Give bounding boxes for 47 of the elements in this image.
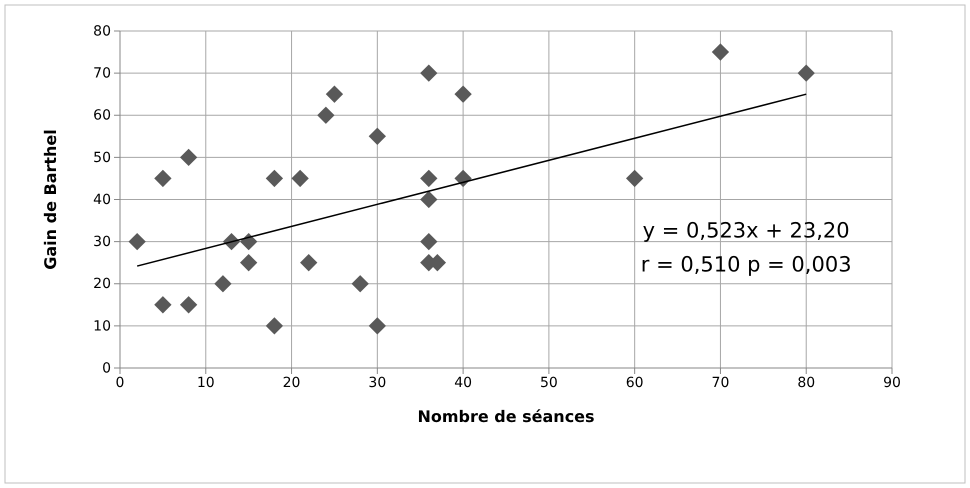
point: [326, 86, 344, 103]
y-tick-label: 30: [93, 234, 111, 250]
x-tick-label: 80: [797, 374, 816, 391]
point: [300, 254, 318, 272]
x-tick-label: 60: [626, 374, 644, 391]
point: [291, 170, 309, 188]
point: [240, 254, 258, 272]
y-axis-title: Gain de Barthel: [41, 129, 60, 270]
point: [626, 170, 644, 188]
point: [266, 317, 284, 335]
point: [420, 170, 438, 188]
x-tick-label: 10: [196, 374, 215, 391]
point: [368, 128, 386, 145]
x-tick-label: 0: [116, 374, 124, 391]
y-tick-label: 0: [102, 360, 111, 376]
x-tick-label: 50: [540, 374, 558, 391]
point: [798, 64, 815, 82]
point: [317, 106, 335, 124]
point: [128, 232, 146, 250]
x-tick-label: 40: [454, 374, 472, 391]
x-tick-label: 20: [282, 374, 300, 391]
point: [420, 232, 438, 250]
y-tick-label: 40: [93, 192, 111, 208]
x-tick-label: 30: [368, 374, 386, 391]
y-tick-label: 10: [93, 318, 111, 334]
point: [368, 317, 386, 335]
annotation: r = 0,510 p = 0,003: [640, 252, 852, 276]
y-tick-label: 70: [93, 66, 111, 82]
point: [180, 296, 198, 314]
point: [154, 296, 172, 314]
point: [352, 275, 369, 292]
y-tick-label: 50: [93, 150, 111, 166]
point: [214, 275, 232, 292]
point: [266, 170, 284, 188]
x-axis-title: Nombre de séances: [417, 407, 595, 426]
point: [712, 43, 730, 61]
y-tick-label: 20: [93, 276, 111, 292]
point: [154, 170, 172, 188]
point: [180, 148, 198, 166]
annotation: y = 0,523x + 23,20: [642, 218, 850, 242]
point: [454, 86, 472, 103]
point: [420, 64, 438, 82]
y-tick-label: 60: [93, 108, 111, 124]
y-tick-label: 80: [93, 23, 111, 40]
x-tick-label: 70: [712, 374, 730, 391]
point: [420, 190, 438, 208]
x-tick-label: 90: [883, 374, 901, 391]
